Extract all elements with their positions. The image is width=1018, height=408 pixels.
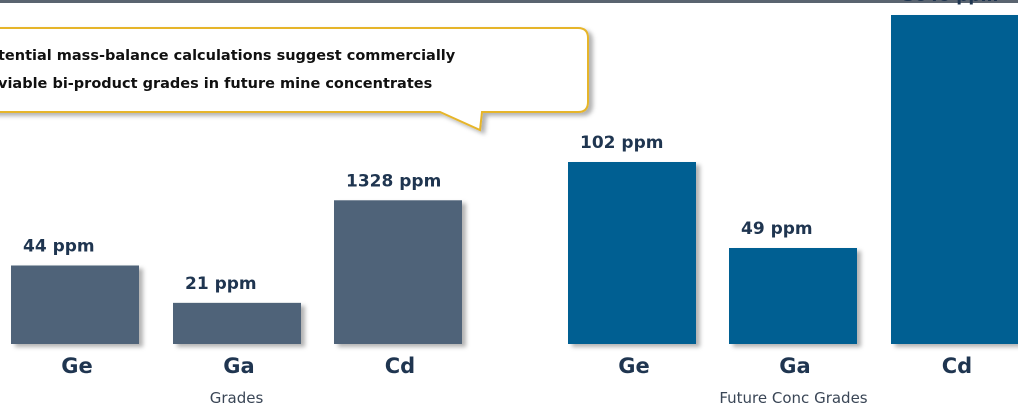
callout bbox=[0, 27, 589, 132]
value-label: 49 ppm bbox=[741, 219, 813, 239]
bar bbox=[891, 15, 1018, 344]
bar bbox=[729, 248, 857, 344]
annotation-line: viable bi-product grades in future mine … bbox=[0, 76, 432, 92]
group-label: Future Conc Grades bbox=[719, 389, 867, 407]
bar bbox=[11, 265, 139, 344]
category-label: Ga bbox=[223, 354, 254, 378]
group-label: Grades bbox=[210, 389, 264, 407]
category-label: Ga bbox=[779, 354, 810, 378]
bar bbox=[334, 200, 462, 344]
category-label: Ge bbox=[618, 354, 649, 378]
value-label: 21 ppm bbox=[185, 274, 257, 294]
value-label: 44 ppm bbox=[23, 236, 95, 256]
value-label: 3040 ppm bbox=[903, 0, 998, 6]
value-label: 102 ppm bbox=[580, 133, 663, 153]
category-label: Ge bbox=[61, 354, 92, 378]
bar bbox=[568, 162, 696, 344]
category-label: Cd bbox=[385, 354, 415, 378]
bar bbox=[173, 302, 301, 344]
category-label: Cd bbox=[942, 354, 972, 378]
annotation-line: tential mass-balance calculations sugges… bbox=[0, 48, 456, 64]
value-label: 1328 ppm bbox=[346, 171, 441, 191]
